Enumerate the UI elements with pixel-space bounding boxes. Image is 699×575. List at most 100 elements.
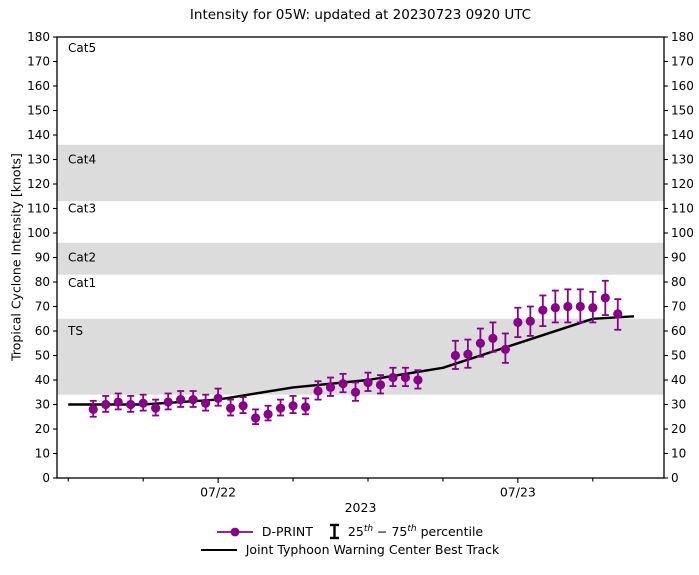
y-tick-label-right: 130 bbox=[671, 153, 694, 167]
data-point bbox=[176, 395, 186, 405]
y-tick-label-left: 70 bbox=[35, 300, 50, 314]
dprint-series-icon bbox=[216, 527, 253, 536]
data-point bbox=[375, 380, 386, 390]
legend-item-percentile: 25th − 75th percentile bbox=[329, 523, 483, 540]
data-point bbox=[513, 317, 523, 328]
y-tick-label-left: 80 bbox=[35, 275, 50, 289]
data-point bbox=[400, 372, 411, 383]
y-tick-label-right: 120 bbox=[671, 177, 694, 191]
percentile-pre: 25 bbox=[347, 524, 364, 540]
y-tick-label-left: 30 bbox=[35, 398, 50, 412]
y-tick-label-right: 100 bbox=[671, 226, 694, 240]
data-point bbox=[213, 393, 223, 403]
percentile-mid: − 75 bbox=[373, 524, 408, 540]
data-point bbox=[525, 316, 535, 326]
data-point bbox=[101, 399, 111, 410]
data-point bbox=[350, 387, 361, 397]
y-tick-label-left: 60 bbox=[35, 324, 50, 338]
data-point bbox=[588, 303, 598, 313]
y-tick-label-left: 150 bbox=[27, 104, 50, 118]
y-tick-label-left: 130 bbox=[27, 153, 50, 167]
data-point bbox=[388, 372, 398, 383]
y-tick-label-left: 0 bbox=[42, 471, 50, 485]
y-axis-label: Tropical Cyclone Intensity [knots] bbox=[8, 153, 24, 361]
y-tick-label-left: 140 bbox=[27, 128, 50, 142]
data-point bbox=[88, 404, 98, 414]
y-tick-label-left: 10 bbox=[35, 447, 50, 461]
y-tick-label-left: 170 bbox=[27, 55, 50, 69]
data-point bbox=[338, 379, 348, 389]
y-tick-label-right: 50 bbox=[671, 349, 686, 363]
legend: D-PRINT 25th − 75th percentile Joint Typ… bbox=[0, 523, 699, 557]
band-label-cat2: Cat2 bbox=[68, 251, 96, 265]
y-tick-label-right: 70 bbox=[671, 300, 686, 314]
data-point bbox=[463, 349, 473, 359]
data-point bbox=[113, 397, 123, 407]
legend-item-dprint: D-PRINT bbox=[216, 524, 313, 539]
band-label-cat5: Cat5 bbox=[68, 41, 96, 55]
intensity-band-ts bbox=[57, 318, 664, 395]
data-point bbox=[500, 344, 510, 354]
legend-item-besttrack: Joint Typhoon Warning Center Best Track bbox=[200, 542, 499, 557]
y-tick-label-left: 160 bbox=[27, 79, 50, 93]
data-point bbox=[126, 399, 136, 410]
data-point bbox=[363, 377, 373, 388]
chart-title: Intensity for 05W: updated at 20230723 0… bbox=[189, 7, 532, 23]
data-point bbox=[313, 386, 323, 396]
data-point bbox=[263, 409, 273, 419]
intensity-band-cat4 bbox=[57, 144, 664, 202]
y-tick-label-left: 90 bbox=[35, 251, 50, 265]
data-point bbox=[488, 333, 498, 343]
data-point bbox=[475, 338, 486, 348]
y-tick-label-right: 20 bbox=[671, 422, 686, 436]
y-tick-label-right: 10 bbox=[671, 447, 686, 461]
x-tick-label: 07/23 bbox=[500, 485, 536, 500]
data-point bbox=[226, 403, 236, 413]
legend-label-dprint: D-PRINT bbox=[261, 524, 313, 539]
data-point bbox=[275, 403, 286, 413]
y-tick-label-right: 60 bbox=[671, 324, 686, 338]
x-axis-label: 2023 bbox=[344, 500, 377, 515]
data-point bbox=[538, 305, 548, 315]
percentile-post: percentile bbox=[416, 524, 484, 540]
data-point bbox=[151, 403, 161, 413]
data-point bbox=[575, 301, 585, 312]
data-point bbox=[450, 350, 461, 361]
data-point bbox=[325, 382, 336, 392]
y-tick-label-right: 40 bbox=[671, 373, 686, 387]
y-tick-label-left: 180 bbox=[27, 30, 50, 44]
dprint-marker-icon bbox=[230, 527, 240, 536]
y-tick-label-right: 180 bbox=[671, 30, 694, 44]
band-label-cat4: Cat4 bbox=[68, 153, 96, 167]
data-point bbox=[201, 398, 211, 408]
errorbar-icon bbox=[329, 523, 339, 540]
band-label-cat1: Cat1 bbox=[68, 276, 96, 290]
y-tick-label-right: 80 bbox=[671, 275, 686, 289]
y-tick-label-right: 90 bbox=[671, 251, 686, 265]
data-point bbox=[563, 301, 573, 312]
y-tick-label-right: 30 bbox=[671, 398, 686, 412]
data-point bbox=[188, 395, 198, 405]
data-point bbox=[250, 413, 261, 423]
intensity-band-cat2 bbox=[57, 242, 664, 275]
x-tick-label: 07/22 bbox=[200, 485, 236, 500]
legend-row-2: Joint Typhoon Warning Center Best Track bbox=[200, 542, 499, 557]
y-tick-label-left: 100 bbox=[27, 226, 50, 240]
data-point bbox=[413, 375, 423, 385]
data-point bbox=[550, 303, 560, 313]
data-point bbox=[600, 293, 610, 303]
y-tick-label-right: 0 bbox=[671, 471, 679, 485]
y-tick-label-left: 50 bbox=[35, 349, 50, 363]
band-label-ts: TS bbox=[67, 324, 83, 338]
y-tick-label-right: 110 bbox=[671, 202, 694, 216]
data-point bbox=[163, 397, 173, 407]
data-point bbox=[138, 398, 148, 408]
y-tick-label-right: 150 bbox=[671, 104, 694, 118]
percentile-pre-sup: th bbox=[363, 523, 374, 534]
legend-label-percentile: 25th − 75th percentile bbox=[348, 524, 483, 539]
legend-row-1: D-PRINT 25th − 75th percentile bbox=[216, 523, 483, 540]
y-tick-label-left: 20 bbox=[35, 422, 50, 436]
data-point bbox=[613, 309, 623, 319]
y-tick-label-left: 110 bbox=[27, 202, 50, 216]
